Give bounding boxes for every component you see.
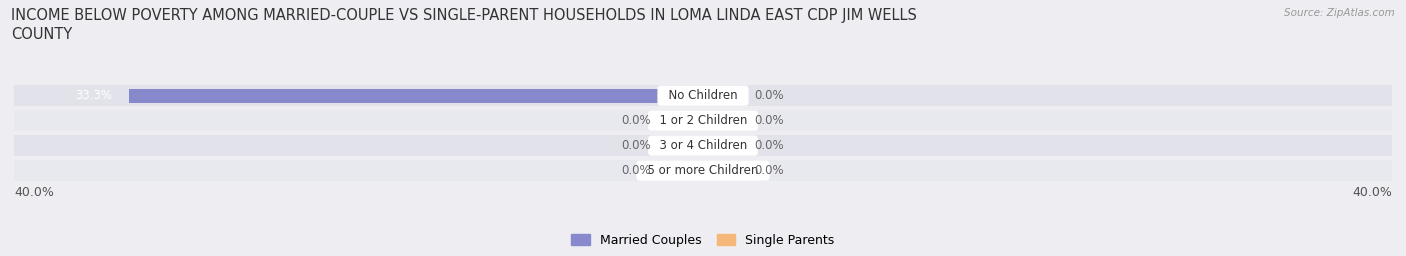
Text: 40.0%: 40.0% (14, 186, 53, 199)
Bar (14, 135, 1392, 156)
Bar (659, 139, 703, 153)
Text: 0.0%: 0.0% (621, 139, 651, 152)
Text: 0.0%: 0.0% (755, 89, 785, 102)
Legend: Married Couples, Single Parents: Married Couples, Single Parents (567, 229, 839, 252)
Text: 0.0%: 0.0% (621, 164, 651, 177)
Bar (703, 164, 747, 177)
Text: 3 or 4 Children: 3 or 4 Children (651, 139, 755, 152)
Text: 0.0%: 0.0% (755, 114, 785, 127)
Text: 5 or more Children: 5 or more Children (640, 164, 766, 177)
Text: 0.0%: 0.0% (755, 139, 785, 152)
Bar (703, 114, 747, 127)
Text: 1 or 2 Children: 1 or 2 Children (651, 114, 755, 127)
Bar (659, 164, 703, 177)
Text: Source: ZipAtlas.com: Source: ZipAtlas.com (1284, 8, 1395, 18)
Bar (14, 110, 1392, 131)
Bar (129, 89, 703, 102)
Text: INCOME BELOW POVERTY AMONG MARRIED-COUPLE VS SINGLE-PARENT HOUSEHOLDS IN LOMA LI: INCOME BELOW POVERTY AMONG MARRIED-COUPL… (11, 8, 917, 42)
Bar (703, 89, 747, 102)
Text: No Children: No Children (661, 89, 745, 102)
Bar (14, 160, 1392, 181)
Text: 33.3%: 33.3% (76, 89, 112, 102)
Text: 40.0%: 40.0% (1353, 186, 1392, 199)
Bar (14, 85, 1392, 106)
Bar (703, 139, 747, 153)
Text: 0.0%: 0.0% (621, 114, 651, 127)
Bar (659, 114, 703, 127)
Text: 0.0%: 0.0% (755, 164, 785, 177)
